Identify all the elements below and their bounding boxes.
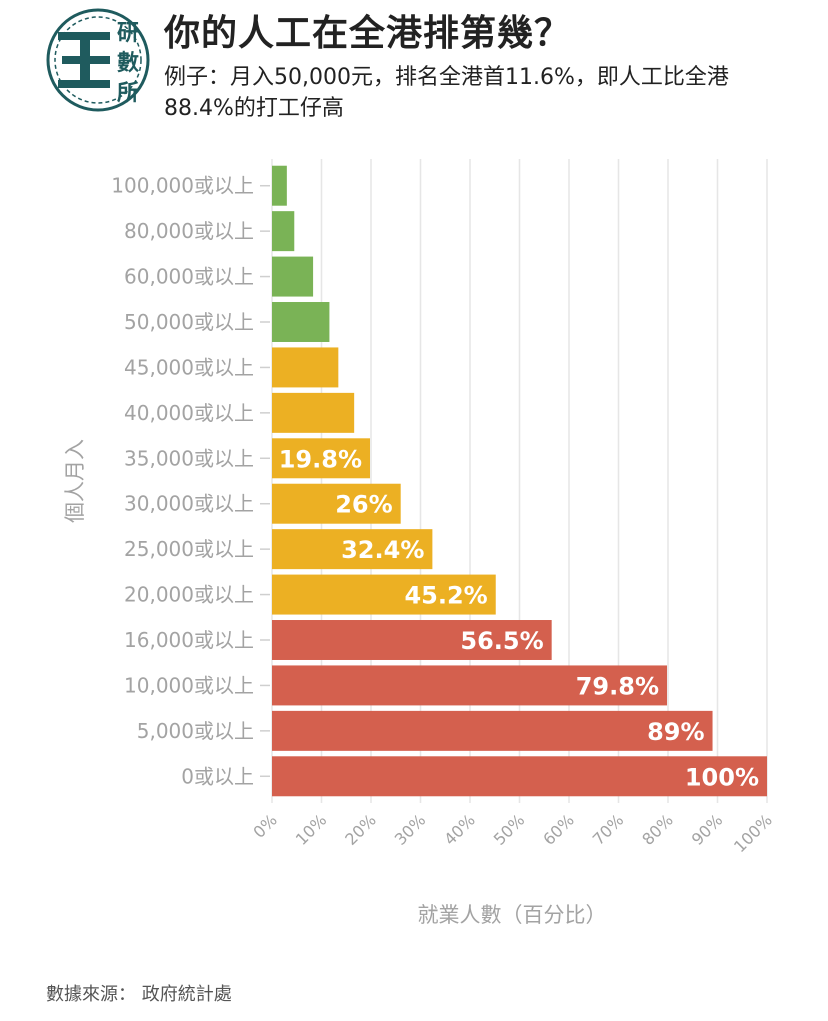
data-labels: 19.8% 26% 32.4% 45.2% 56.5% 79.8% 89% 100% <box>279 445 759 791</box>
bar <box>272 256 314 297</box>
data-label: 100% <box>685 763 759 791</box>
x-axis-label: 就業人數（百分比） <box>418 903 607 927</box>
data-source: 數據來源： 政府統計處 <box>46 984 232 1005</box>
category-label: 45,000或以上 <box>124 355 254 379</box>
bar <box>272 756 767 797</box>
data-label: 79.8% <box>576 672 659 700</box>
bar <box>272 392 355 433</box>
data-label: 89% <box>647 718 704 746</box>
bar <box>272 710 713 751</box>
logo-char-3: 所 <box>117 81 139 106</box>
x-tick-label: 70% <box>589 810 628 849</box>
category-label: 25,000或以上 <box>124 537 254 561</box>
x-tick-label: 20% <box>341 810 380 849</box>
y-axis-label: 個人月入 <box>63 439 87 523</box>
category-label: 40,000或以上 <box>124 401 254 425</box>
bar <box>272 574 496 615</box>
category-label: 35,000或以上 <box>124 446 254 470</box>
bar <box>272 302 330 342</box>
bar-chart: 100,000或以上 80,000或以上 60,000或以上 50,000或以上 45,… <box>63 159 776 927</box>
category-label: 0或以上 <box>181 764 254 788</box>
chart-subtitle: 例子：月入50,000元，排名全港首11.6%，即人工比全港88.4%的打工仔高 <box>164 65 729 121</box>
category-label: 50,000或以上 <box>124 310 254 334</box>
x-tick-label: 60% <box>539 810 578 849</box>
bar <box>272 211 295 252</box>
x-tick-label: 40% <box>440 810 479 849</box>
logo-char-1: 研 <box>117 21 139 46</box>
data-label: 45.2% <box>404 582 487 610</box>
x-tick-label: 50% <box>490 810 529 849</box>
x-tick-label: 10% <box>292 810 331 849</box>
data-label: 19.8% <box>279 445 362 473</box>
category-label: 100,000或以上 <box>111 174 254 198</box>
grid-lines <box>260 159 768 803</box>
logo: 研 數 所 <box>46 8 150 112</box>
category-label: 60,000或以上 <box>124 265 254 289</box>
bar <box>272 165 287 206</box>
data-label: 32.4% <box>341 536 424 564</box>
category-label: 10,000或以上 <box>124 673 254 697</box>
x-tick-label: 30% <box>391 810 430 849</box>
logo-char-2: 數 <box>117 51 139 76</box>
x-tick-label: 80% <box>638 810 677 849</box>
x-tick-label: 0% <box>249 810 280 841</box>
category-labels: 100,000或以上 80,000或以上 60,000或以上 50,000或以上 45,… <box>111 174 254 789</box>
category-label: 20,000或以上 <box>124 583 254 607</box>
bar <box>272 438 371 479</box>
bar <box>272 347 339 388</box>
category-label: 5,000或以上 <box>137 719 254 743</box>
x-tick-label: 100% <box>730 810 776 856</box>
bar <box>272 483 401 524</box>
data-label: 56.5% <box>460 627 543 655</box>
data-label: 26% <box>335 491 392 519</box>
category-label: 16,000或以上 <box>124 628 254 652</box>
category-label: 30,000或以上 <box>124 492 254 516</box>
x-tick-label: 90% <box>688 810 727 849</box>
chart-title: 你的人工在全港排第幾？ <box>164 13 572 54</box>
x-tick-labels: 0% 10% 20% 30% 40% 50% 60% 70% 80% 90% 100% <box>249 810 775 856</box>
bar <box>272 620 552 660</box>
bar <box>272 529 433 570</box>
category-label: 80,000或以上 <box>124 219 254 243</box>
bars <box>272 165 767 797</box>
bar <box>272 665 668 706</box>
